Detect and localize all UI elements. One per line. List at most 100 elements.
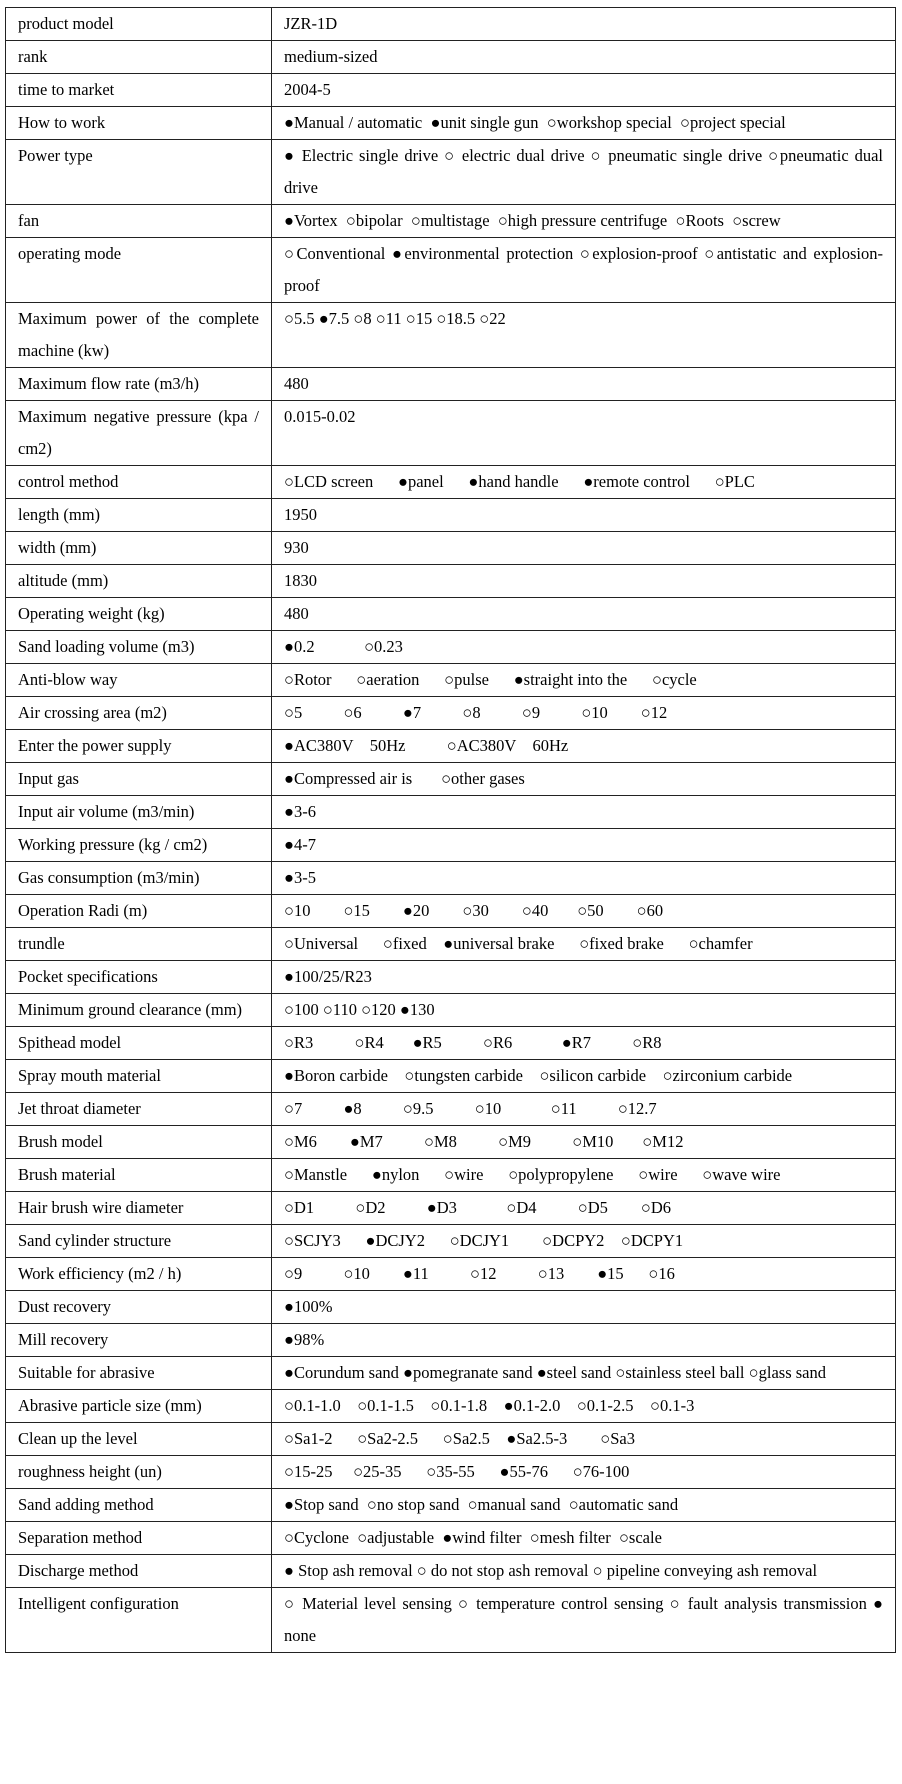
spec-value: ○R3 ○R4 ●R5 ○R6 ●R7 ○R8 [271,1026,896,1060]
table-row: fan ●Vortex ○bipolar ○multistage ○high pr… [5,204,896,238]
spec-label: rank [5,40,272,74]
spec-label: Work efficiency (m2 / h) [5,1257,272,1291]
spec-label: Maximum power of the complete machine (k… [5,302,272,368]
spec-value: ●3-6 [271,795,896,829]
spec-label: Operating weight (kg) [5,597,272,631]
spec-value: 1830 [271,564,896,598]
table-row: Separation method ○Cyclone ○adjustable ●w… [5,1521,896,1555]
table-row: Gas consumption (m3/min) ●3-5 [5,861,896,895]
spec-label: Working pressure (kg / cm2) [5,828,272,862]
table-row: How to work ●Manual / automatic ●unit sin… [5,106,896,140]
spec-value: ○Rotor ○aeration ○pulse ●straight into t… [271,663,896,697]
spec-value: ●4-7 [271,828,896,862]
spec-value: ● Stop ash removal ○ do not stop ash rem… [271,1554,896,1588]
spec-value: ○9 ○10 ●11 ○12 ○13 ●15 ○16 [271,1257,896,1291]
spec-value: ●Corundum sand ●pomegranate sand ●steel … [271,1356,896,1390]
spec-value: 1950 [271,498,896,532]
spec-label: Brush model [5,1125,272,1159]
product-spec-table: product model JZR-1D rank medium-sized time … [5,7,896,1653]
spec-value: ○7 ●8 ○9.5 ○10 ○11 ○12.7 [271,1092,896,1126]
spec-value: ○Conventional ●environmental protection … [271,237,896,303]
spec-label: Sand adding method [5,1488,272,1522]
spec-label: Suitable for abrasive [5,1356,272,1390]
spec-value: ○5.5 ●7.5 ○8 ○11 ○15 ○18.5 ○22 [271,302,896,368]
spec-label: Enter the power supply [5,729,272,763]
spec-value: ○LCD screen ●panel ●hand handle ●remote … [271,465,896,499]
spec-value: ○Cyclone ○adjustable ●wind filter ○mesh … [271,1521,896,1555]
spec-label: Separation method [5,1521,272,1555]
table-row: Work efficiency (m2 / h) ○9 ○10 ●11 ○12 ○… [5,1257,896,1291]
spec-label: operating mode [5,237,272,303]
spec-value: ●100/25/R23 [271,960,896,994]
spec-label: Air crossing area (m2) [5,696,272,730]
table-row: Input air volume (m3/min) ●3-6 [5,795,896,829]
table-row: length (mm) 1950 [5,498,896,532]
spec-label: Jet throat diameter [5,1092,272,1126]
table-row: Maximum power of the complete machine (k… [5,302,896,368]
spec-value: 0.015-0.02 [271,400,896,466]
spec-value: ○D1 ○D2 ●D3 ○D4 ○D5 ○D6 [271,1191,896,1225]
spec-label: Sand loading volume (m3) [5,630,272,664]
table-row: Spithead model ○R3 ○R4 ●R5 ○R6 ●R7 ○R8 [5,1026,896,1060]
spec-value: ○ Material level sensing ○ temperature c… [271,1587,896,1653]
table-row: Enter the power supply ●AC380V 50Hz ○AC38… [5,729,896,763]
spec-value: 480 [271,367,896,401]
spec-label: Brush material [5,1158,272,1192]
spec-label: Spray mouth material [5,1059,272,1093]
table-row: Intelligent configuration ○ Material leve… [5,1587,896,1653]
spec-label: Input gas [5,762,272,796]
table-row: width (mm) 930 [5,531,896,565]
spec-label: time to market [5,73,272,107]
table-row: roughness height (un) ○15-25 ○25-35 ○35-5… [5,1455,896,1489]
table-row: rank medium-sized [5,40,896,74]
table-row: Pocket specifications ●100/25/R23 [5,960,896,994]
table-row: Sand cylinder structure ○SCJY3 ●DCJY2 ○DC… [5,1224,896,1258]
spec-value: ●Boron carbide ○tungsten carbide ○silico… [271,1059,896,1093]
spec-label: Power type [5,139,272,205]
spec-value: ●3-5 [271,861,896,895]
table-row: Sand adding method ●Stop sand ○no stop sa… [5,1488,896,1522]
spec-value: ○Manstle ●nylon ○wire ○polypropylene ○wi… [271,1158,896,1192]
spec-value: ○M6 ●M7 ○M8 ○M9 ○M10 ○M12 [271,1125,896,1159]
spec-value: medium-sized [271,40,896,74]
table-row: Input gas ●Compressed air is ○other gases [5,762,896,796]
table-row: Power type ● Electric single drive ○ elec… [5,139,896,205]
table-row: Maximum flow rate (m3/h) 480 [5,367,896,401]
table-row: Sand loading volume (m3) ●0.2 ○0.23 [5,630,896,664]
spec-value: ○100 ○110 ○120 ●130 [271,993,896,1027]
table-row: Brush model ○M6 ●M7 ○M8 ○M9 ○M10 ○M12 [5,1125,896,1159]
spec-value: 2004-5 [271,73,896,107]
spec-value: ○Sa1-2 ○Sa2-2.5 ○Sa2.5 ●Sa2.5-3 ○Sa3 [271,1422,896,1456]
spec-label: Mill recovery [5,1323,272,1357]
spec-label: Input air volume (m3/min) [5,795,272,829]
spec-label: length (mm) [5,498,272,532]
table-row: Minimum ground clearance (mm) ○100 ○110 ○… [5,993,896,1027]
spec-value: ○15-25 ○25-35 ○35-55 ●55-76 ○76-100 [271,1455,896,1489]
table-row: control method ○LCD screen ●panel ●hand h… [5,465,896,499]
spec-value: ○10 ○15 ●20 ○30 ○40 ○50 ○60 [271,894,896,928]
spec-label: Spithead model [5,1026,272,1060]
spec-label: Dust recovery [5,1290,272,1324]
spec-label: Anti-blow way [5,663,272,697]
spec-label: altitude (mm) [5,564,272,598]
spec-label: Hair brush wire diameter [5,1191,272,1225]
spec-label: trundle [5,927,272,961]
table-row: Dust recovery ●100% [5,1290,896,1324]
table-row: operating mode ○Conventional ●environment… [5,237,896,303]
table-row: Abrasive particle size (mm) ○0.1-1.0 ○0.1… [5,1389,896,1423]
spec-label: Minimum ground clearance (mm) [5,993,272,1027]
table-row: Jet throat diameter ○7 ●8 ○9.5 ○10 ○11 ○1… [5,1092,896,1126]
spec-label: Discharge method [5,1554,272,1588]
spec-value: JZR-1D [271,7,896,41]
spec-value: ○SCJY3 ●DCJY2 ○DCJY1 ○DCPY2 ○DCPY1 [271,1224,896,1258]
spec-label: roughness height (un) [5,1455,272,1489]
table-row: altitude (mm) 1830 [5,564,896,598]
table-row: Hair brush wire diameter ○D1 ○D2 ●D3 ○D4 … [5,1191,896,1225]
spec-label: product model [5,7,272,41]
table-row: Maximum negative pressure (kpa / cm2) 0.0… [5,400,896,466]
table-row: Operation Radi (m) ○10 ○15 ●20 ○30 ○40 ○5… [5,894,896,928]
spec-value: ○5 ○6 ●7 ○8 ○9 ○10 ○12 [271,696,896,730]
table-row: Working pressure (kg / cm2) ●4-7 [5,828,896,862]
table-row: Discharge method ● Stop ash removal ○ do … [5,1554,896,1588]
spec-value: ●Manual / automatic ●unit single gun ○wo… [271,106,896,140]
